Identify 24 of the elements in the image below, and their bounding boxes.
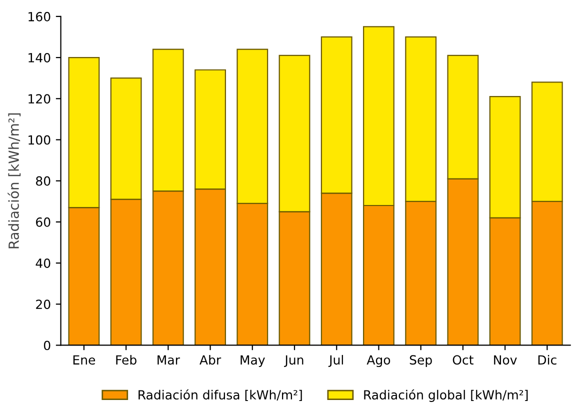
x-tick-label: Mar: [158, 355, 180, 365]
y-tick-label: 160: [28, 12, 50, 22]
x-tick-label: Ago: [366, 355, 390, 368]
x-tick-label: Sep: [410, 355, 432, 368]
legend-label: Radiación global [kWh/m²]: [364, 389, 528, 402]
x-tick-label: Ene: [73, 355, 96, 365]
y-tick-label: 100: [28, 135, 50, 145]
x-tick-label: Dic: [538, 354, 556, 365]
x-tick-label: Oct: [452, 355, 474, 365]
x-tick-label: Abr: [200, 354, 222, 365]
y-tick-label: 40: [36, 258, 50, 268]
y-tick-label: 0: [44, 340, 50, 350]
x-tick-label: Jul: [328, 354, 343, 367]
y-tick-label: 120: [28, 94, 50, 104]
x-tick-label: May: [240, 355, 265, 368]
x-tick-label: Nov: [494, 355, 517, 365]
x-tick-label: Feb: [116, 354, 136, 365]
y-axis-title: Radiación [kWh/m²]: [8, 113, 21, 248]
y-tick-label: 60: [36, 217, 50, 227]
x-tick-label: Jun: [284, 355, 304, 367]
legend-label: Radiación difusa [kWh/m²]: [138, 389, 302, 402]
y-tick-label: 140: [28, 53, 50, 62]
y-tick-label: 80: [36, 176, 50, 186]
y-tick-label: 20: [36, 300, 50, 310]
